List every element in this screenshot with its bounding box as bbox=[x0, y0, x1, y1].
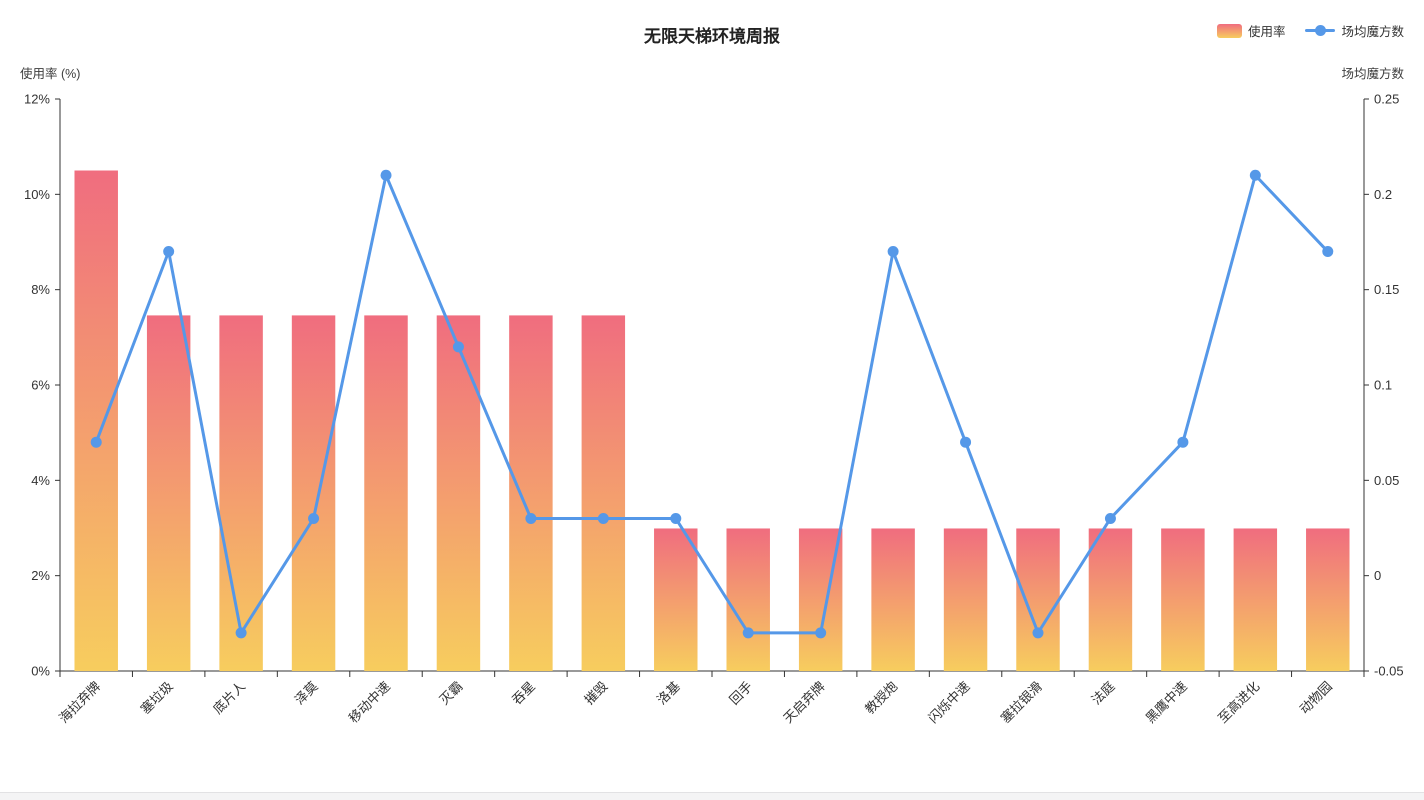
category-label: 灭霸 bbox=[437, 679, 466, 708]
cubes-point[interactable] bbox=[960, 436, 972, 448]
left-axis-tick-label: 2% bbox=[31, 568, 50, 583]
category-label: 闪烁中速 bbox=[925, 679, 972, 726]
right-axis-tick-label: 0.25 bbox=[1374, 92, 1399, 107]
left-axis-tick-label: 8% bbox=[31, 282, 50, 297]
line-marker-icon bbox=[1305, 24, 1336, 38]
category-label: 至高进化 bbox=[1215, 679, 1262, 726]
cubes-point[interactable] bbox=[815, 627, 827, 639]
cubes-point[interactable] bbox=[670, 512, 682, 524]
cubes-point[interactable] bbox=[1177, 436, 1189, 448]
category-label: 底片人 bbox=[210, 679, 248, 717]
left-axis-tick-label: 12% bbox=[24, 92, 50, 107]
usage-bar[interactable] bbox=[1306, 528, 1350, 671]
cubes-point[interactable] bbox=[1104, 512, 1116, 524]
left-axis-tick-label: 4% bbox=[31, 473, 50, 488]
category-label: 回手 bbox=[726, 679, 755, 708]
category-label: 洛基 bbox=[654, 679, 683, 708]
legend: 使用率 场均魔方数 bbox=[1216, 21, 1404, 40]
category-label: 泽莫 bbox=[292, 679, 321, 708]
left-axis-title: 使用率 (%) bbox=[20, 67, 81, 81]
category-label: 黑鹰中速 bbox=[1143, 679, 1190, 726]
category-label: 塞拉银滑 bbox=[998, 679, 1045, 726]
cubes-line[interactable] bbox=[94, 173, 1330, 635]
category-label: 吞星 bbox=[509, 679, 538, 708]
cubes-point[interactable] bbox=[90, 436, 102, 448]
usage-bar[interactable] bbox=[1161, 528, 1205, 671]
chart-title: 无限天梯环境周报 bbox=[644, 27, 780, 46]
usage-bar[interactable] bbox=[871, 528, 915, 671]
left-axis-tick-label: 6% bbox=[31, 378, 50, 393]
cubes-point[interactable] bbox=[525, 512, 537, 524]
right-axis-tick-label: 0.2 bbox=[1374, 187, 1392, 202]
cubes-point[interactable] bbox=[380, 169, 392, 181]
category-label: 天启弃牌 bbox=[780, 679, 827, 726]
cubes-point[interactable] bbox=[235, 627, 247, 639]
legend-usage-label: 使用率 bbox=[1247, 25, 1286, 39]
usage-bar[interactable] bbox=[1233, 528, 1278, 671]
right-axis-tick-label: 0 bbox=[1374, 568, 1381, 583]
cubes-point[interactable] bbox=[1322, 246, 1334, 258]
cubes-point[interactable] bbox=[308, 512, 320, 524]
cubes-point[interactable] bbox=[887, 246, 899, 258]
category-label: 摧毁 bbox=[581, 679, 610, 708]
usage-bar[interactable] bbox=[291, 315, 336, 671]
usage-bar[interactable] bbox=[1016, 528, 1060, 671]
usage-bar[interactable] bbox=[726, 528, 770, 671]
right-axis-title: 场均魔方数 bbox=[1341, 67, 1404, 81]
legend-item-cubes[interactable]: 场均魔方数 bbox=[1305, 21, 1404, 40]
right-axis-tick-label: 0.1 bbox=[1374, 378, 1392, 393]
category-label: 法庭 bbox=[1089, 679, 1118, 708]
usage-bar[interactable] bbox=[364, 315, 408, 671]
usage-bar[interactable] bbox=[509, 315, 553, 671]
usage-bar[interactable] bbox=[219, 315, 263, 671]
category-label: 动物园 bbox=[1297, 679, 1335, 717]
category-label: 移动中速 bbox=[346, 679, 393, 726]
usage-bar[interactable] bbox=[1088, 528, 1133, 671]
usage-bar[interactable] bbox=[74, 170, 118, 672]
legend-item-usage[interactable]: 使用率 bbox=[1216, 21, 1286, 40]
usage-bar[interactable] bbox=[436, 315, 481, 671]
left-axis-tick-label: 10% bbox=[24, 187, 50, 202]
left-axis-tick-label: 0% bbox=[31, 664, 50, 679]
right-axis-tick-label: 0.15 bbox=[1374, 282, 1399, 297]
category-label: 塞垃圾 bbox=[138, 679, 176, 717]
usage-bar[interactable] bbox=[654, 528, 698, 671]
category-label: 教授炮 bbox=[862, 679, 900, 717]
cubes-point[interactable] bbox=[1249, 169, 1261, 181]
usage-bar[interactable] bbox=[943, 528, 988, 671]
cubes-point[interactable] bbox=[597, 512, 609, 524]
legend-cubes-label: 场均魔方数 bbox=[1341, 25, 1404, 39]
usage-bar[interactable] bbox=[146, 315, 191, 671]
right-axis-tick-label: 0.05 bbox=[1374, 473, 1399, 488]
page-bottom-divider bbox=[0, 792, 1424, 800]
cubes-point[interactable] bbox=[742, 627, 754, 639]
usage-bar[interactable] bbox=[581, 315, 626, 671]
cubes-point[interactable] bbox=[452, 341, 464, 353]
category-label: 海拉弃牌 bbox=[56, 679, 103, 726]
right-axis-tick-label: -0.05 bbox=[1374, 664, 1404, 679]
bar-gradient-swatch-icon bbox=[1216, 23, 1242, 38]
cubes-point[interactable] bbox=[163, 246, 175, 258]
cubes-point[interactable] bbox=[1032, 627, 1044, 639]
